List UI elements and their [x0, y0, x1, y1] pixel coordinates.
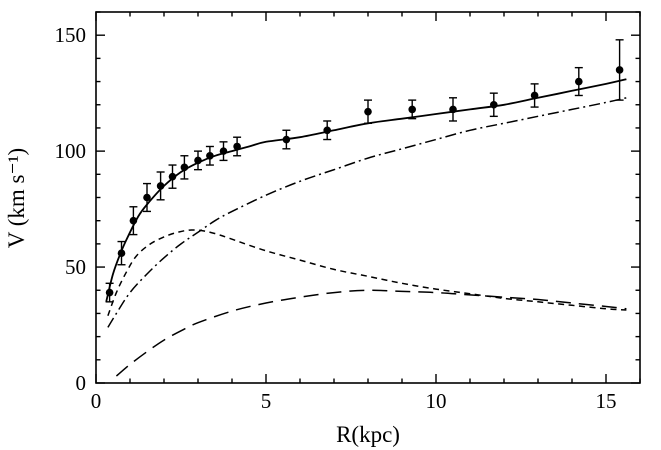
y-axis-label: V (km s⁻¹): [4, 148, 29, 248]
plot-frame: [95, 11, 641, 384]
data-point: [530, 91, 539, 100]
data-point: [219, 147, 228, 155]
data-point: [180, 163, 189, 172]
series-long-dash-line: [115, 289, 627, 377]
x-axis-label: R(kpc): [336, 422, 400, 447]
x-tick-label: 5: [261, 389, 272, 413]
data-point: [117, 249, 126, 257]
data-point: [449, 105, 457, 114]
data-point: [105, 288, 114, 297]
x-tick-label: 15: [596, 389, 617, 413]
data-points: [105, 66, 624, 297]
y-tick-label: 50: [65, 255, 86, 279]
data-point: [364, 107, 372, 116]
data-point: [168, 172, 177, 181]
series-dash-dot-line: [107, 97, 627, 328]
data-point: [156, 182, 165, 190]
data-point: [129, 216, 138, 225]
data-point: [143, 193, 151, 202]
data-point: [206, 151, 214, 160]
data-point: [408, 105, 417, 114]
error-bars: [105, 39, 624, 303]
data-point: [323, 126, 332, 135]
series-solid-line: [105, 78, 627, 303]
data-point: [282, 135, 291, 144]
y-tick-label: 150: [55, 23, 87, 47]
x-tick-label: 0: [91, 389, 102, 413]
data-point: [194, 156, 202, 165]
x-tick-label: 10: [426, 389, 447, 413]
series-short-dash-line: [107, 229, 627, 317]
data-point: [615, 66, 624, 74]
data-point: [490, 100, 498, 109]
axis-ticks: [95, 11, 641, 384]
data-point: [575, 77, 583, 86]
y-tick-label: 0: [76, 371, 87, 395]
data-point: [233, 142, 241, 151]
y-tick-label: 100: [55, 139, 87, 163]
